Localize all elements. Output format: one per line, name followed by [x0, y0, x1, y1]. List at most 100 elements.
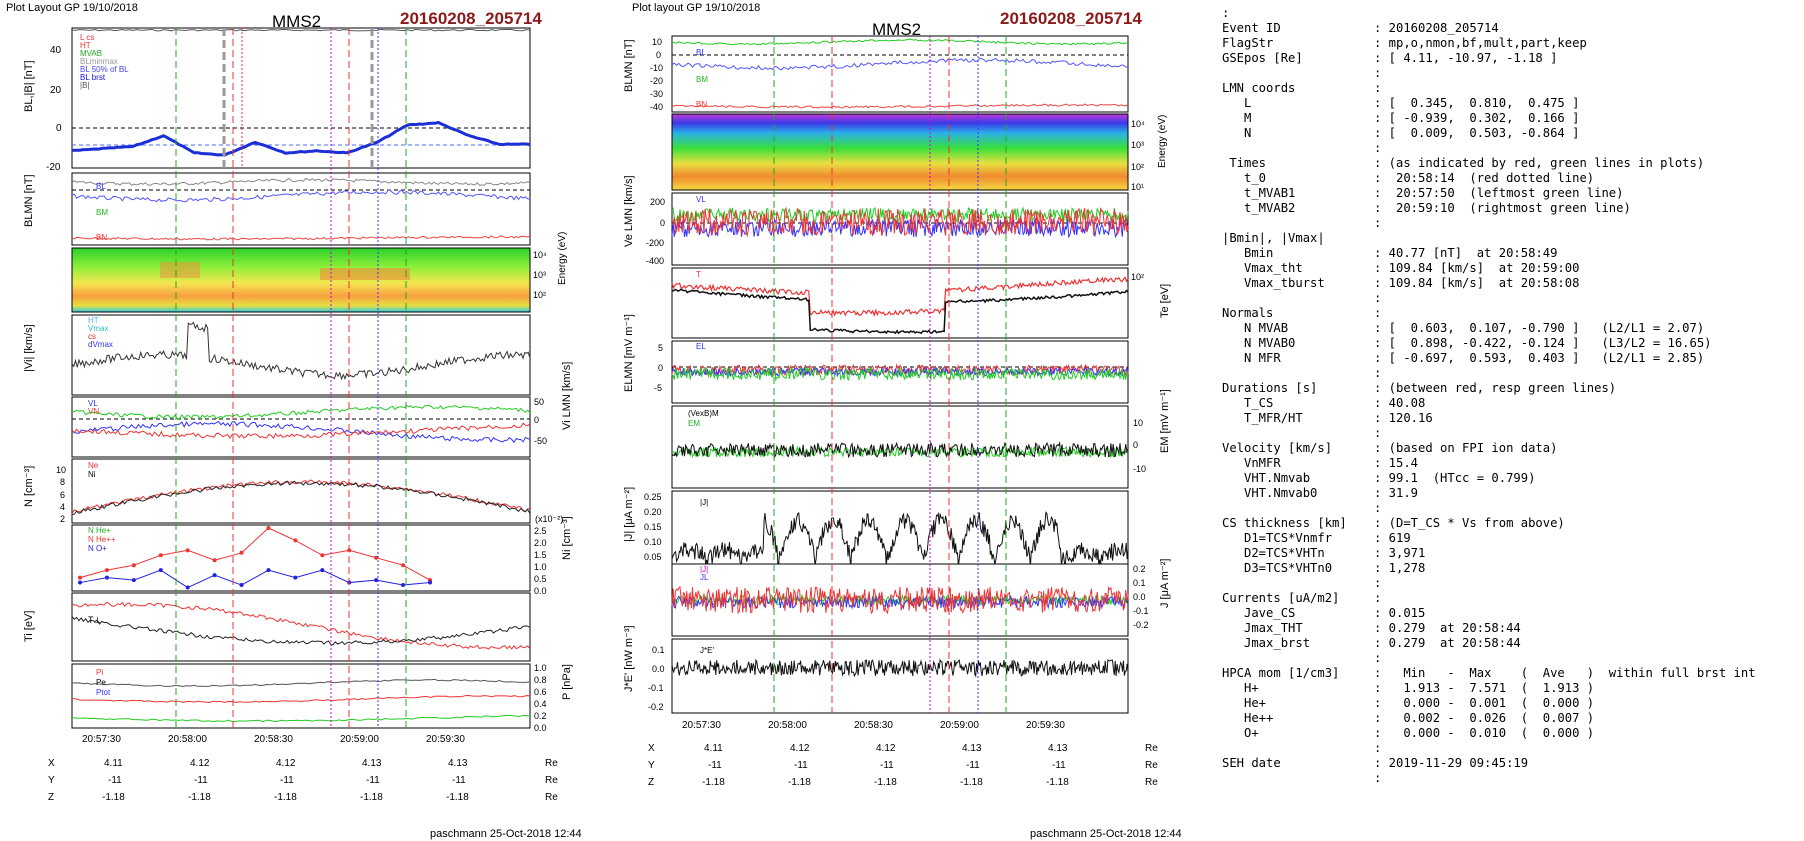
ni-point: [158, 568, 163, 573]
summary-row: N MFR : [ -0.697, 0.593, 0.403 ] (L2/L1 =…: [1222, 351, 1800, 366]
left-ni-ylabel: Ni [cm⁻³]: [561, 516, 573, 560]
left-pos-z-3: -1.18: [274, 792, 297, 803]
summary-key: VnMFR: [1222, 456, 1281, 470]
middle-blmn-label-bl: BL: [696, 48, 706, 57]
left-pos-y-5: -11: [452, 775, 466, 786]
left-bl-ytick-4: -20: [46, 162, 61, 173]
summary-key: VHT.Nmvab0: [1222, 486, 1318, 500]
summary-key: T_MFR/HT: [1222, 411, 1303, 425]
summary-value: : 40.08: [1374, 396, 1426, 410]
summary-key: H+: [1222, 681, 1259, 695]
summary-key: Vmax_tht: [1222, 261, 1303, 275]
middle-panel-j: |J| [μA m⁻²] 0.25 0.20 0.15 0.10 0.05 |J…: [623, 487, 1129, 570]
middle-elmn-label: EL: [696, 342, 706, 351]
summary-key: Times: [1222, 156, 1267, 170]
left-vi-legend-1: HT: [88, 316, 99, 325]
summary-value: :: [1374, 651, 1382, 665]
left-pos-y-2: -11: [194, 775, 208, 786]
summary-row: Times: (as indicated by red, green lines…: [1222, 156, 1800, 171]
left-ni-ytick-2: 2.0: [534, 538, 547, 548]
ni-point: [266, 568, 271, 573]
summary-row: VnMFR: 15.4: [1222, 456, 1800, 471]
summary-key: [1222, 366, 1374, 381]
summary-row: Jave_CS: 0.015: [1222, 606, 1800, 621]
middle-panel-te: Te [eV] 10² T: [671, 267, 1171, 339]
summary-value: : 40.77 [nT] at 20:58:49: [1374, 246, 1558, 260]
left-pos-x-1: 4.11: [104, 758, 123, 769]
summary-key: T_CS: [1222, 396, 1274, 410]
summary-value: : [ -0.939, 0.302, 0.166 ]: [1374, 111, 1580, 125]
summary-key: N MVAB: [1222, 321, 1289, 335]
middle-blmn-ytick-4: -20: [650, 76, 663, 86]
left-pos-z-2: -1.18: [188, 792, 211, 803]
left-p-ylabel: P [nPa]: [561, 664, 573, 700]
summary-row: CS thickness [km]: (D=T_CS * Vs from abo…: [1222, 516, 1800, 531]
summary-value: : 20:58:14 (red dotted line): [1374, 171, 1595, 185]
left-spec-ytick-2: 10³: [533, 270, 546, 280]
middle-panel-je: J*E' [nW m⁻³] 0.1 0.0 -0.1 -0.2 J*E': [623, 625, 1129, 714]
summary-row: t_0: 20:58:14 (red dotted line): [1222, 171, 1800, 186]
middle-time-tick-2: 20:58:00: [768, 720, 807, 731]
ni-point: [78, 580, 82, 585]
left-p-ytick-4: 0.4: [534, 699, 547, 709]
middle-te-ylabel: Te [eV]: [1159, 284, 1171, 318]
summary-key: N MFR: [1222, 351, 1281, 365]
summary-value: : 99.1 (HTcc = 0.799): [1374, 471, 1536, 485]
left-vi-legend-3: cs: [88, 332, 96, 341]
left-n-ytick-2: 8: [60, 477, 65, 487]
middle-pos-z-label: Z: [648, 777, 654, 788]
summary-row: :: [1222, 66, 1800, 81]
left-p-ytick-5: 0.2: [534, 711, 547, 721]
middle-footer: paschmann 25-Oct-2018 12:44: [1030, 828, 1182, 840]
summary-value: :: [1374, 66, 1382, 80]
middle-pos-x-4: 4.13: [962, 743, 982, 754]
summary-key: Velocity [km/s]: [1222, 441, 1333, 455]
summary-value: : 619: [1374, 531, 1411, 545]
summary-key: [1222, 771, 1374, 786]
left-spec-ytick-1: 10⁴: [533, 250, 547, 260]
summary-value: : 109.84 [km/s] at 20:58:08: [1374, 276, 1580, 290]
left-plot-layout-label: Plot Layout GP 19/10/2018: [6, 2, 138, 14]
middle-em-label-2: EM: [688, 419, 700, 428]
left-bl-legend-3: MVAB: [80, 49, 102, 58]
summary-key: M: [1222, 111, 1252, 125]
summary-value: : mp,o,nmon,bf,mult,part,keep: [1374, 36, 1587, 50]
summary-key: VHT.Nmvab: [1222, 471, 1311, 485]
left-bl-legend-6: BL brst: [80, 73, 106, 82]
summary-row: Currents [uA/m2]:: [1222, 591, 1800, 606]
summary-row: :: [1222, 576, 1800, 591]
summary-key: SEH date: [1222, 756, 1281, 770]
middle-time-tick-1: 20:57:30: [682, 720, 721, 731]
middle-jlmn-ytick-5: -0.2: [1133, 620, 1149, 630]
summary-key: CS thickness [km]: [1222, 516, 1347, 530]
left-bl-legend-5: BL 50% of BL: [80, 65, 129, 74]
ni-point: [320, 553, 325, 558]
summary-row: t_MVAB1: 20:57:50 (leftmost green line): [1222, 186, 1800, 201]
ni-series-line: [79, 527, 431, 581]
middle-je-ytick-4: -0.2: [648, 702, 664, 712]
left-ni-legend-1: N He+: [88, 526, 111, 535]
middle-jlmn-ytick-4: -0.1: [1133, 606, 1149, 616]
middle-blmn-ytick-1: 10: [652, 37, 662, 47]
middle-spec-ytick-1: 10⁴: [1131, 119, 1145, 129]
left-bl-ytick-1: 40: [50, 45, 62, 56]
summary-value: : [ -0.697, 0.593, 0.403 ] (L2/L1 = 2.85…: [1374, 351, 1705, 365]
summary-key: He+: [1222, 696, 1267, 710]
ni-point: [212, 558, 217, 563]
left-ni-legend-3: N O+: [88, 544, 107, 553]
left-vi-ylabel: |Vi| [km/s]: [23, 324, 35, 372]
summary-key: [1222, 501, 1374, 516]
summary-key: :: [1222, 6, 1230, 20]
summary-row: Jmax_brst: 0.279 at 20:58:44: [1222, 636, 1800, 651]
middle-elmn-ytick-3: -5: [654, 383, 662, 393]
summary-key: FlagStr: [1222, 36, 1274, 50]
left-vilmn-label-vl: VL: [88, 399, 98, 408]
summary-row: O+: 0.000 - 0.010 ( 0.000 ): [1222, 726, 1800, 741]
middle-panel-elmn: ELMN [mV m⁻¹] 5 0 -5 EL: [623, 314, 1129, 404]
middle-em-ytick-1: 10: [1133, 418, 1143, 428]
summary-value: : 0.279 at 20:58:44: [1374, 621, 1521, 635]
ni-point: [78, 575, 82, 580]
middle-em-ytick-3: -10: [1133, 464, 1146, 474]
summary-row: Velocity [km/s]: (based on FPI ion data): [1222, 441, 1800, 456]
middle-jlmn-label-1: |J|: [700, 565, 708, 574]
